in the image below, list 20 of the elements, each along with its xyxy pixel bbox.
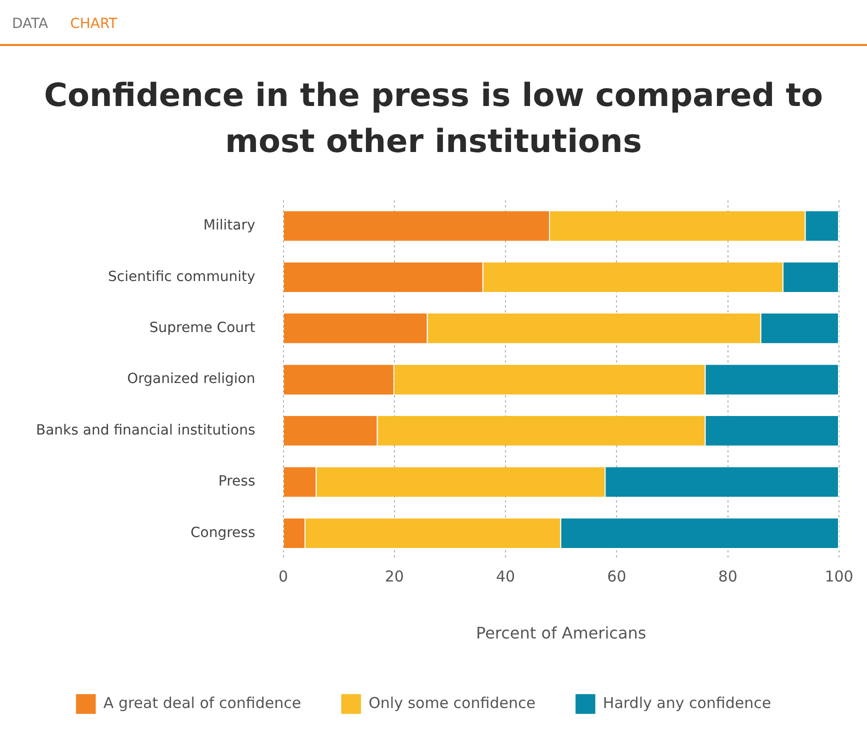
x-tick-label: 60 [607,568,626,586]
y-tick-label: Supreme Court [149,320,256,336]
y-tick-label: Scientific community [108,268,256,285]
x-tick-label: 80 [718,568,738,586]
y-tick-label: Organized religion [127,371,256,388]
x-axis-title: Percent of Americans [476,624,646,643]
x-tick-label: 40 [496,568,516,586]
legend-label: A great deal of confidence [103,694,302,712]
x-tick-label: 100 [824,568,854,586]
y-tick-label: Congress [190,524,256,541]
legend-label: Only some confidence [368,694,536,712]
x-tick-label: 20 [384,568,404,586]
y-tick-label: Banks and financial institutions [36,422,256,438]
chart-title: Confidence in the press is low compared to most other institutions [42,75,824,162]
x-tick-label: 0 [278,568,288,586]
text: DATA [12,16,48,34]
text: CHART [70,16,118,34]
y-tick-label: Military [203,218,256,234]
y-tick-label: Press [218,474,256,490]
legend-label: Hardly any confidence [602,694,772,712]
